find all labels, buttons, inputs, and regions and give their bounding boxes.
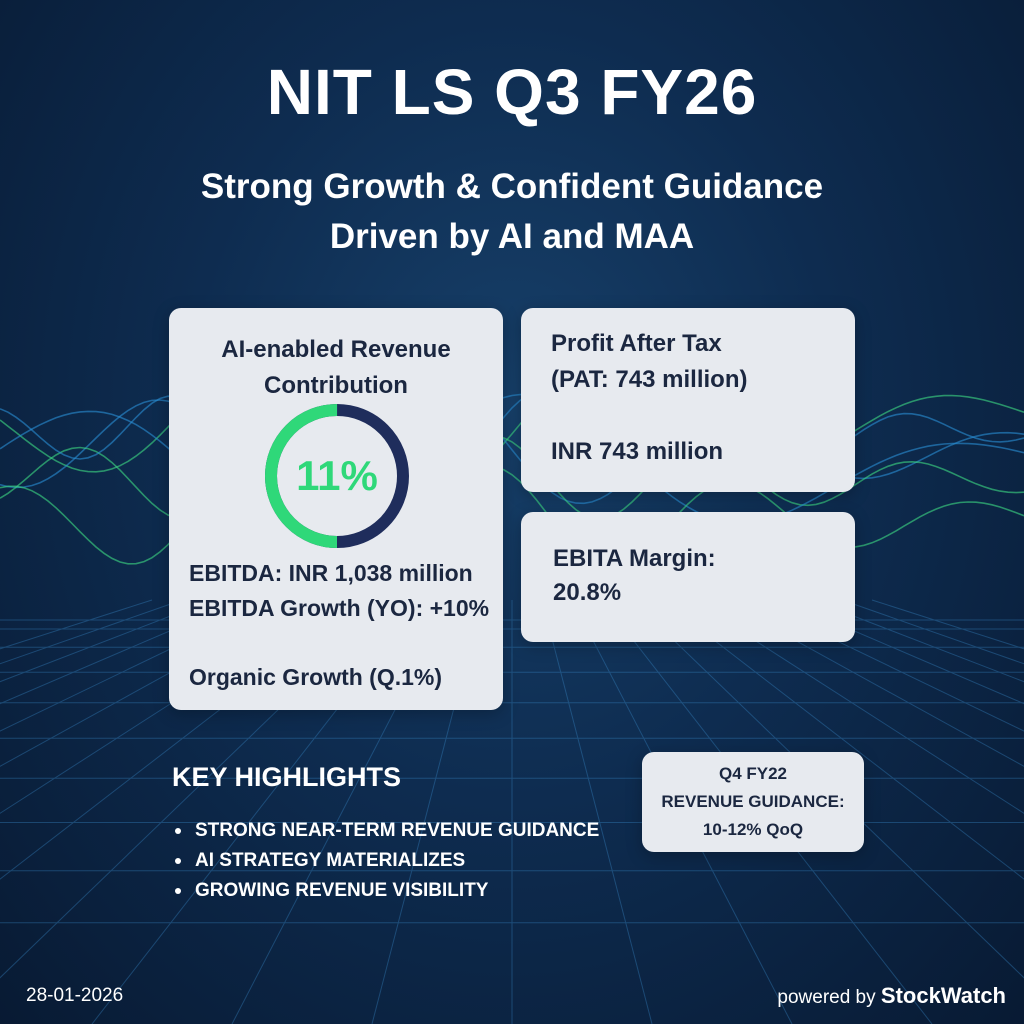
powered-by-text: powered by — [777, 987, 876, 1008]
ebita-margin-card: EBITA Margin: 20.8% — [521, 512, 855, 642]
ebita-margin-block: EBITA Margin: 20.8% — [553, 542, 716, 610]
highlight-text: GROWING REVENUE VISIBILITY — [195, 880, 489, 901]
ebitda-growth: EBITDA Growth (YO): +10% — [189, 595, 490, 621]
brand-logo-text: StockWatch — [880, 983, 1006, 1008]
ai-revenue-donut — [265, 404, 409, 548]
bullet-icon — [175, 858, 181, 864]
bullet-icon — [175, 888, 181, 894]
report-date: 28-01-2026 — [26, 985, 124, 1006]
pat-card-title-line-2: (PAT: 743 million) — [551, 366, 748, 393]
highlight-item: STRONG NEAR-TERM REVENUE GUIDANCE — [172, 816, 599, 846]
highlight-item: AI STRATEGY MATERIALIZES — [172, 846, 599, 876]
pat-card-title: Profit After Tax (PAT: 743 million) — [551, 326, 747, 398]
key-highlights-list: STRONG NEAR-TERM REVENUE GUIDANCE AI STR… — [172, 816, 599, 906]
bullet-icon — [175, 828, 181, 834]
ebita-margin-value: 20.8% — [553, 579, 622, 606]
ai-card-title-line-2: Contribution — [264, 372, 408, 399]
powered-by: powered by StockWatch — [777, 983, 1006, 1009]
revenue-guidance-card: Q4 FY22 REVENUE GUIDANCE: 10-12% QoQ — [642, 752, 864, 852]
page-subtitle: Strong Growth & Confident Guidance Drive… — [112, 162, 912, 262]
ai-revenue-card: AI-enabled Revenue Contribution EBITDA: … — [169, 308, 503, 710]
ai-card-title: AI-enabled Revenue Contribution — [169, 332, 503, 404]
key-highlights-title: KEY HIGHLIGHTS — [172, 762, 402, 792]
pat-card-title-line-1: Profit After Tax — [551, 330, 722, 357]
guidance-period: Q4 FY22 — [718, 764, 788, 783]
ebita-margin-label: EBITA Margin: — [553, 545, 716, 572]
page-title: NIT LS Q3 FY26 — [266, 56, 758, 128]
guidance-value: 10-12% QoQ — [702, 820, 804, 839]
organic-growth: Organic Growth (Q.1%) — [189, 664, 443, 690]
ai-card-title-line-1: AI-enabled Revenue — [221, 336, 451, 363]
subtitle-line-2: Driven by AI and MAA — [329, 217, 695, 256]
guidance-label: REVENUE GUIDANCE: — [661, 792, 845, 811]
pat-value: INR 743 million — [551, 438, 724, 465]
subtitle-line-1: Strong Growth & Confident Guidance — [200, 167, 824, 206]
donut-percent-label: 11% — [296, 452, 378, 499]
highlight-text: AI STRATEGY MATERIALIZES — [195, 850, 466, 871]
ebitda-value: EBITDA: INR 1,038 million — [189, 560, 473, 586]
highlight-item: GROWING REVENUE VISIBILITY — [172, 876, 599, 906]
donut-progress — [265, 404, 409, 548]
highlight-text: STRONG NEAR-TERM REVENUE GUIDANCE — [195, 820, 600, 841]
pat-card: Profit After Tax (PAT: 743 million) INR … — [521, 308, 855, 492]
